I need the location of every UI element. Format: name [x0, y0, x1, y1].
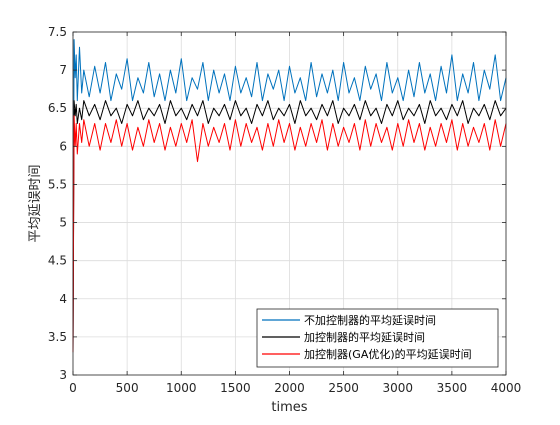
- x-tick-label: 3000: [382, 381, 413, 395]
- y-tick-label: 5.5: [48, 177, 67, 191]
- legend-label-series-2: 加控制器的平均延误时间: [304, 330, 425, 344]
- x-tick-label: 2000: [274, 381, 305, 395]
- y-tick-label: 7: [59, 63, 67, 77]
- x-tick-label: 1000: [166, 381, 197, 395]
- y-tick-label: 3.5: [48, 330, 67, 344]
- x-tick-label: 1500: [220, 381, 251, 395]
- legend-box: [256, 308, 499, 368]
- legend-label-series-3: 加控制器(GA优化)的平均延误时间: [304, 347, 472, 361]
- y-axis-label: 平均延误时间: [28, 164, 43, 242]
- legend-label-series-1: 不加控制器的平均延误时间: [304, 313, 436, 327]
- y-tick-label: 7.5: [48, 25, 67, 39]
- y-tick-label: 4: [59, 292, 67, 306]
- series-line-3: [72, 115, 507, 353]
- series-line-2: [72, 100, 507, 353]
- x-tick-label: 2500: [328, 381, 359, 395]
- series-lines: [72, 39, 507, 353]
- x-axis-label: times: [271, 400, 307, 415]
- x-tick-label: 3500: [437, 381, 468, 395]
- y-tick-label: 6: [59, 139, 67, 153]
- y-tick-label: 4.5: [48, 254, 67, 268]
- x-tick-label: 4000: [491, 381, 522, 395]
- legend: 不加控制器的平均延误时间 加控制器的平均延误时间 加控制器(GA优化)的平均延误…: [256, 308, 499, 368]
- y-tick-label: 6.5: [48, 101, 67, 115]
- x-tick-label: 0: [69, 381, 77, 395]
- x-tick-label: 500: [116, 381, 139, 395]
- ticks: 0 500 1000 1500 2000 2500 3000 3500 4000 3 3.5 4 4.5…: [48, 25, 521, 395]
- y-tick-label: 5: [59, 216, 67, 230]
- y-tick-label: 3: [59, 368, 67, 382]
- series-line-1: [72, 39, 507, 353]
